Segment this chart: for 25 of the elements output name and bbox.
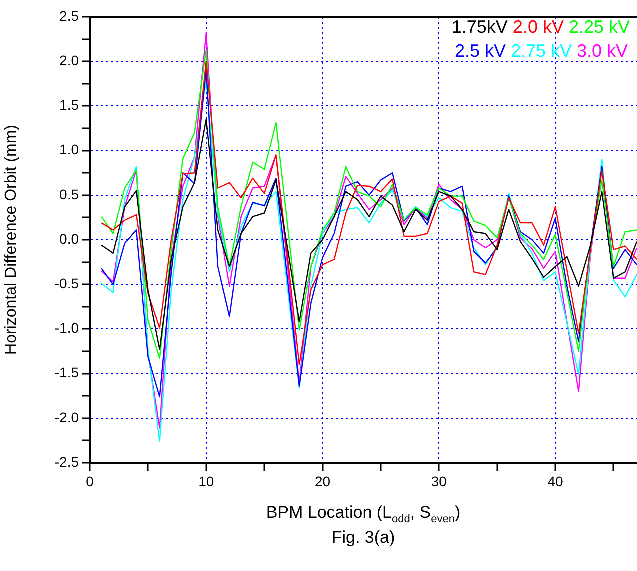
y-tick-label: -2.0 [54, 409, 80, 426]
text: 2.0 kV [512, 16, 564, 37]
x-tick-label: 30 [431, 473, 448, 490]
x-tick-label: 10 [198, 473, 214, 490]
x-tick-label: 40 [548, 473, 564, 490]
x-axis-title: BPM Location (L$_{odd}$, S$_{even}$) [265, 503, 462, 526]
y-tick-label: -2.5 [54, 454, 80, 470]
y-tick-label: -1.0 [54, 320, 80, 336]
caption: Fig. 3(a) [330, 528, 396, 548]
text: 2.75 kV [510, 40, 572, 61]
y-tick-label: 0.5 [60, 186, 80, 202]
y-tick-label: 1.5 [60, 97, 80, 114]
y-tick-label: -0.5 [54, 275, 80, 292]
y-tick-label: 2.5 [60, 8, 80, 24]
text: 3.0 kV [577, 40, 628, 61]
x-tick-label: 0 [86, 473, 94, 490]
y-axis-title: Horizontal Difference Orbit (mm) [3, 125, 20, 355]
y-tick-label: -1.5 [54, 364, 80, 381]
text: 1.75kV [452, 16, 508, 37]
y-tick-label: 2.0 [60, 52, 80, 68]
text: 2.25 kV [568, 16, 630, 37]
x-tick-label: 20 [314, 473, 331, 490]
text: 2.5 kV [454, 40, 506, 61]
y-tick-label: 0.0 [60, 230, 80, 247]
y-tick-label: 1.0 [60, 142, 80, 158]
